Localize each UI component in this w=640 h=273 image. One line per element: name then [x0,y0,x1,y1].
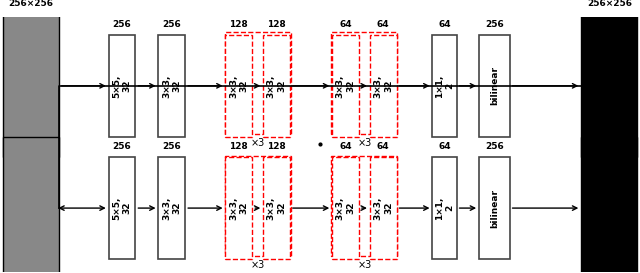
Text: 3×3,
32: 3×3, 32 [267,196,286,220]
Text: 3×3,
32: 3×3, 32 [229,196,248,220]
Text: 64: 64 [377,19,390,28]
Bar [332,35,359,137]
Bar [225,157,252,259]
Text: 3×3,
32: 3×3, 32 [374,196,393,220]
Text: 256: 256 [113,142,131,151]
Text: 3×3,
32: 3×3, 32 [336,196,355,220]
Bar [433,35,457,137]
Text: 3×3,
32: 3×3, 32 [374,74,393,97]
Text: 3×3,
32: 3×3, 32 [229,74,248,97]
Bar [225,156,291,256]
Bar [479,157,509,259]
Text: 256: 256 [163,142,181,151]
Bar [433,157,457,259]
Text: 128: 128 [230,19,248,28]
Bar [370,157,397,259]
Text: ×3: ×3 [250,138,264,148]
Bar [109,35,136,137]
Text: 256: 256 [485,142,504,151]
Bar [263,35,290,137]
Bar [3,14,59,157]
Text: 64: 64 [339,19,352,28]
Text: 5×5,
32: 5×5, 32 [113,196,132,220]
Text: 1×1,
2: 1×1, 2 [435,196,454,220]
Text: 128: 128 [267,142,286,151]
Bar [225,32,291,134]
Text: 128: 128 [267,19,286,28]
Bar [370,35,397,137]
Bar [479,35,509,137]
Text: 64: 64 [377,142,390,151]
Text: 256×256: 256×256 [587,0,632,8]
Text: 3×3,
32: 3×3, 32 [162,74,182,97]
Text: ×3: ×3 [358,138,372,148]
Text: 256×256: 256×256 [8,0,53,8]
Text: bilinear: bilinear [490,66,499,105]
Text: 5×5,
32: 5×5, 32 [113,74,132,97]
Bar [225,35,252,137]
Bar [159,157,185,259]
Bar [581,14,637,157]
Text: 1×1,
2: 1×1, 2 [435,74,454,97]
Bar [332,156,397,256]
Text: 256: 256 [485,19,504,28]
Text: 256: 256 [113,19,131,28]
Text: 3×3,
32: 3×3, 32 [336,74,355,97]
Bar [332,32,397,134]
Text: 3×3,
32: 3×3, 32 [162,196,182,220]
Text: bilinear: bilinear [490,189,499,228]
Text: ×3: ×3 [250,260,264,270]
Text: 64: 64 [438,19,451,28]
Bar [263,157,290,259]
Text: 3×3,
32: 3×3, 32 [267,74,286,97]
Text: 64: 64 [339,142,352,151]
Bar [159,35,185,137]
Text: 64: 64 [438,142,451,151]
Text: 128: 128 [230,142,248,151]
Bar [109,157,136,259]
Text: ×3: ×3 [358,260,372,270]
Bar [332,157,359,259]
Text: 256: 256 [163,19,181,28]
Bar [3,137,59,273]
Bar [581,137,637,273]
